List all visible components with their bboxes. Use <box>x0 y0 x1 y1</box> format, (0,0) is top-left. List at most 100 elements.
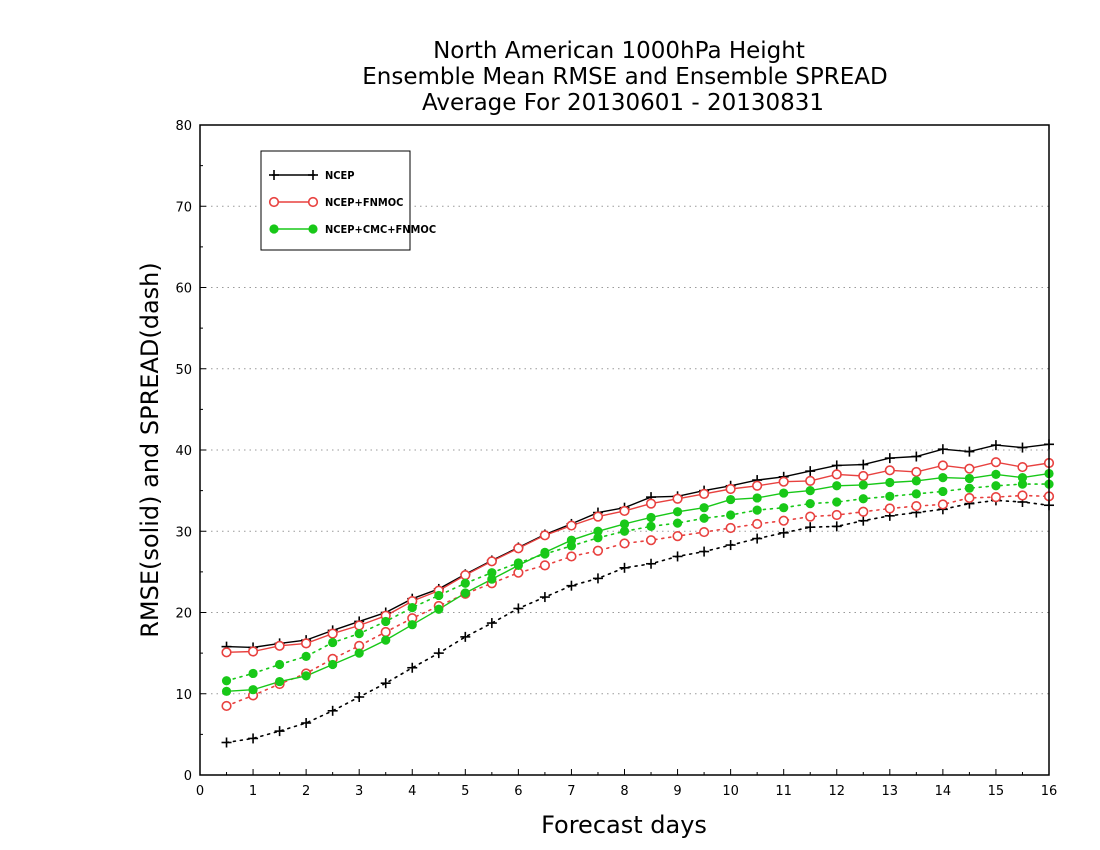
spread-point-ncep <box>752 533 763 544</box>
rmse-point-ncep-cmc-fnmoc <box>301 671 311 681</box>
legend-item-ncep-fnmoc: NCEP+FNMOC <box>268 196 403 209</box>
spread-point-ncep-fnmoc <box>221 700 232 712</box>
rmse-point-ncep-fnmoc <box>911 466 922 478</box>
rmse-point-ncep-cmc-fnmoc <box>274 676 285 687</box>
rmse-point-ncep <box>911 451 922 462</box>
rmse-point-ncep-cmc-fnmoc <box>964 473 975 484</box>
x-tick-label-8: 8 <box>620 784 628 799</box>
x-tick-label-10: 10 <box>722 784 739 799</box>
rmse-point-ncep-cmc-fnmoc <box>540 547 550 557</box>
rmse-point-ncep-fnmoc <box>566 520 577 531</box>
x-axis-label: Forecast days <box>541 811 707 839</box>
spread-point-ncep-fnmoc <box>619 538 630 549</box>
spread-point-ncep-cmc-fnmoc <box>460 578 470 588</box>
rmse-line-ncep <box>226 443 1050 649</box>
y-tick-label-20: 20 <box>175 607 192 622</box>
spread-point-ncep-fnmoc <box>380 626 391 638</box>
rmse-point-ncep-cmc-fnmoc <box>699 503 709 513</box>
spread-point-ncep-fnmoc <box>831 509 842 521</box>
spread-point-ncep-cmc-fnmoc <box>805 499 815 509</box>
rmse-point-ncep-fnmoc <box>247 646 259 657</box>
rmse-point-ncep-cmc-fnmoc <box>248 685 258 695</box>
rmse-point-ncep <box>937 444 948 455</box>
rmse-point-ncep-fnmoc <box>301 638 312 649</box>
rmse-point-ncep-cmc-fnmoc <box>221 686 232 696</box>
y-tick-label-50: 50 <box>175 363 192 378</box>
rmse-point-ncep-fnmoc <box>805 475 816 486</box>
legend-box <box>260 150 411 251</box>
rmse-lines <box>226 443 1050 692</box>
grid <box>200 205 1049 695</box>
spread-point-ncep-fnmoc <box>990 492 1002 503</box>
legend-item-ncep-cmc-fnmoc: NCEP+CMC+FNMOC <box>269 223 436 236</box>
spread-point-ncep-cmc-fnmoc <box>832 497 842 507</box>
spread-point-ncep-fnmoc <box>778 515 789 526</box>
rmse-point-ncep-fnmoc <box>725 483 736 495</box>
spread-point-ncep-fnmoc <box>937 499 948 510</box>
y-axis: 0 10 20 30 40 50 60 70 80 <box>175 119 206 784</box>
spread-point-ncep <box>407 662 418 673</box>
rmse-point-ncep <box>1017 442 1028 453</box>
rmse-point-ncep-cmc-fnmoc <box>726 494 736 505</box>
spread-point-ncep-cmc-fnmoc <box>1017 479 1028 489</box>
spread-point-ncep-cmc-fnmoc <box>593 533 603 543</box>
rmse-point-ncep-fnmoc <box>698 488 710 499</box>
markers <box>221 439 1055 748</box>
x-tick-label-3: 3 <box>355 784 363 799</box>
rmse-point-ncep-fnmoc <box>990 457 1002 468</box>
rmse-point-ncep-fnmoc <box>327 628 338 639</box>
spread-point-ncep-cmc-fnmoc <box>779 503 789 513</box>
spread-point-ncep <box>301 718 312 728</box>
spread-point-ncep <box>221 737 232 748</box>
rmse-point-ncep-fnmoc <box>619 505 630 517</box>
spread-point-ncep-fnmoc <box>725 522 736 534</box>
spread-point-ncep <box>725 540 736 551</box>
rmse-point-ncep-cmc-fnmoc <box>858 480 868 490</box>
spread-point-ncep-fnmoc <box>858 506 869 517</box>
rmse-point-ncep-cmc-fnmoc <box>805 486 815 496</box>
spread-point-ncep <box>778 527 789 538</box>
rmse-point-ncep-fnmoc <box>858 470 869 482</box>
spread-point-ncep-cmc-fnmoc <box>381 616 391 627</box>
spread-point-ncep-fnmoc <box>884 503 895 514</box>
spread-lines <box>225 483 1050 744</box>
rmse-point-ncep-cmc-fnmoc <box>991 469 1001 479</box>
rmse-point-ncep-cmc-fnmoc <box>407 620 417 630</box>
rmse-point-ncep-fnmoc <box>1017 461 1028 473</box>
legend-marker-right <box>307 196 319 208</box>
legend-item-ncep: NCEP <box>269 169 355 182</box>
spread-point-ncep-cmc-fnmoc <box>354 629 364 639</box>
title-line-1: North American 1000hPa Height <box>433 38 805 64</box>
spread-point-ncep-cmc-fnmoc <box>619 526 630 536</box>
rmse-point-ncep-fnmoc <box>354 620 365 631</box>
rmse-point-ncep <box>884 453 895 464</box>
rmse-point-ncep <box>831 460 842 471</box>
legend-label-ncep-fnmoc: NCEP+FNMOC <box>325 196 403 209</box>
x-tick-label-9: 9 <box>673 784 681 799</box>
x-tick-label-6: 6 <box>514 784 522 799</box>
rmse-point-ncep-fnmoc <box>513 543 524 554</box>
spread-point-ncep-fnmoc <box>698 526 710 538</box>
y-axis-label: RMSE(solid) and SPREAD(dash) <box>136 262 164 638</box>
rmse-point-ncep-fnmoc <box>752 480 763 491</box>
legend-marker-right <box>308 224 318 234</box>
spread-point-ncep-cmc-fnmoc <box>726 510 736 520</box>
spread-point-ncep-cmc-fnmoc <box>858 494 868 504</box>
spread-point-ncep-fnmoc <box>566 551 577 562</box>
title-line-3: Average For 20130601 - 20130831 <box>422 90 824 116</box>
x-tick-label-5: 5 <box>461 784 469 799</box>
rmse-point-ncep-cmc-fnmoc <box>381 635 391 645</box>
rmse-point-ncep-cmc-fnmoc <box>513 560 523 570</box>
rmse-point-ncep-cmc-fnmoc <box>619 519 630 529</box>
rmse-point-ncep-cmc-fnmoc <box>672 507 683 517</box>
spread-point-ncep <box>858 515 869 526</box>
rmse-point-ncep <box>805 466 816 477</box>
chart-title: North American 1000hPa Height Ensemble M… <box>362 38 887 116</box>
x-tick-label-1: 1 <box>249 784 257 799</box>
spread-line-ncep-fnmoc <box>225 494 1050 707</box>
spread-point-ncep <box>486 618 497 629</box>
spread-point-ncep-fnmoc <box>672 531 683 542</box>
rmse-point-ncep-fnmoc <box>645 498 657 509</box>
spread-point-ncep <box>592 573 603 584</box>
spread-point-ncep <box>274 726 285 737</box>
